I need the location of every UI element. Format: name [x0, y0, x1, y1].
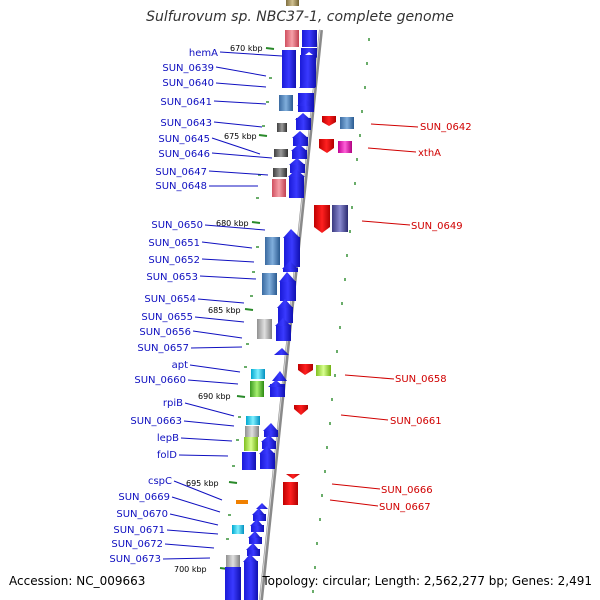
left-gene-labels: hemA SUN_0639 SUN_0640 SUN_0641 SUN_0643… [109, 48, 218, 565]
genome-summary-text: Topology: circular; Length: 2,562,277 bp… [262, 574, 592, 588]
gene-label[interactable]: SUN_0655 [141, 312, 193, 323]
gene-label[interactable]: SUN_0653 [146, 272, 198, 283]
reverse-gene-arrows [283, 116, 354, 505]
forward-gene-boxes [225, 0, 299, 600]
gene-label[interactable]: SUN_0671 [113, 525, 165, 536]
gene-label[interactable]: SUN_0641 [160, 97, 212, 108]
outer-track-ticks [312, 38, 370, 593]
gene-label[interactable]: lepB [157, 433, 179, 444]
gene-label[interactable]: xthA [418, 148, 441, 159]
kbp-scale: 670 kbp 675 kbp 680 kbp 685 kbp 690 kbp … [174, 44, 275, 574]
gene-label[interactable]: apt [172, 360, 188, 371]
gene-label[interactable]: rpiB [163, 398, 183, 409]
gene-label[interactable]: SUN_0650 [151, 220, 203, 231]
gene-label[interactable]: SUN_0672 [111, 539, 163, 550]
gene-label[interactable]: SUN_0654 [144, 294, 196, 305]
accession-text: Accession: NC_009663 [9, 574, 146, 588]
gene-label[interactable]: SUN_0657 [137, 343, 189, 354]
kbp-label: 675 kbp [224, 132, 257, 141]
map-title: Sulfurovum sp. NBC37-1, complete genome [146, 9, 454, 25]
gene-label[interactable]: hemA [189, 48, 218, 59]
gene-label[interactable]: SUN_0673 [109, 554, 161, 565]
gene-label[interactable]: SUN_0642 [420, 122, 472, 133]
gene-label[interactable]: SUN_0658 [395, 374, 447, 385]
gene-label[interactable]: SUN_0652 [148, 255, 200, 266]
gene-label[interactable]: SUN_0666 [381, 485, 433, 496]
gene-label[interactable]: SUN_0656 [139, 327, 191, 338]
kbp-label: 685 kbp [208, 306, 241, 315]
kbp-label: 700 kbp [174, 565, 207, 574]
gene-label[interactable]: cspC [148, 476, 172, 487]
kbp-label: 680 kbp [216, 219, 249, 228]
gene-label[interactable]: SUN_0651 [148, 238, 200, 249]
gene-label[interactable]: SUN_0660 [134, 375, 186, 386]
gene-label[interactable]: SUN_0640 [162, 78, 214, 89]
gene-label[interactable]: SUN_0663 [130, 416, 182, 427]
gene-label[interactable]: SUN_0643 [160, 118, 212, 129]
gene-label[interactable]: SUN_0649 [411, 221, 463, 232]
left-leader-lines [162, 51, 283, 560]
gene-label[interactable]: SUN_0646 [158, 149, 210, 160]
right-leader-lines [329, 123, 419, 507]
right-gene-labels: SUN_0642 xthA SUN_0649 SUN_0658 SUN_0661… [379, 122, 472, 513]
gene-label[interactable]: SUN_0647 [155, 167, 207, 178]
inner-track-ticks [226, 77, 272, 540]
gene-label[interactable]: SUN_0639 [162, 63, 214, 74]
forward-gene-arrows [243, 30, 317, 600]
gene-label[interactable]: SUN_0670 [116, 509, 168, 520]
kbp-label: 695 kbp [186, 479, 219, 488]
gene-label[interactable]: SUN_0667 [379, 502, 431, 513]
gene-label[interactable]: SUN_0645 [158, 134, 210, 145]
gene-label[interactable]: SUN_0661 [390, 416, 442, 427]
kbp-label: 670 kbp [230, 44, 263, 53]
gene-label[interactable]: SUN_0648 [155, 181, 207, 192]
gene-label[interactable]: folD [157, 450, 177, 461]
kbp-label: 690 kbp [198, 392, 231, 401]
gene-label[interactable]: SUN_0669 [118, 492, 170, 503]
